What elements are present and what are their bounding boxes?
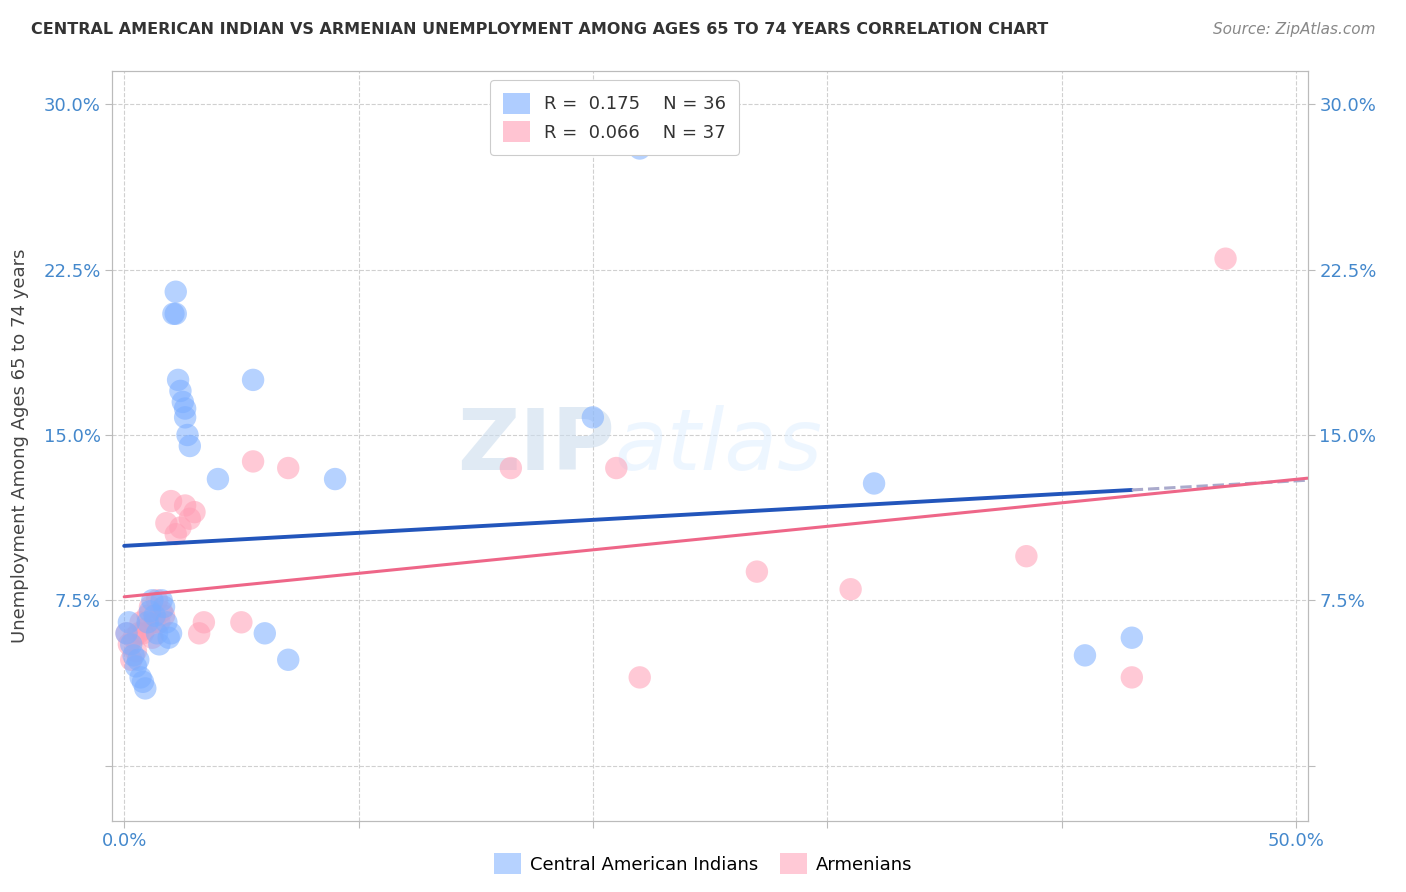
Point: [148, 615, 170, 630]
Point: [146, 626, 169, 640]
Point: [863, 476, 886, 491]
Legend: Central American Indians, Armenians: Central American Indians, Armenians: [486, 846, 920, 881]
Point: [628, 141, 651, 155]
Point: [115, 626, 138, 640]
Point: [157, 631, 180, 645]
Legend: R =  0.175    N = 36, R =  0.066    N = 37: R = 0.175 N = 36, R = 0.066 N = 37: [491, 80, 738, 154]
Point: [1015, 549, 1038, 564]
Point: [127, 653, 149, 667]
Point: [153, 599, 176, 614]
Point: [165, 285, 187, 299]
Point: [120, 653, 142, 667]
Point: [605, 461, 627, 475]
Point: [174, 499, 197, 513]
Point: [1074, 648, 1097, 663]
Point: [125, 644, 148, 658]
Point: [242, 454, 264, 468]
Point: [162, 307, 184, 321]
Point: [499, 461, 522, 475]
Point: [122, 648, 145, 663]
Point: [174, 410, 197, 425]
Point: [122, 631, 145, 645]
Y-axis label: Unemployment Among Ages 65 to 74 years: Unemployment Among Ages 65 to 74 years: [11, 249, 30, 643]
Point: [160, 494, 183, 508]
Point: [129, 615, 152, 630]
Point: [231, 615, 253, 630]
Point: [125, 659, 148, 673]
Point: [172, 395, 194, 409]
Point: [193, 615, 215, 630]
Point: [134, 681, 156, 696]
Point: [150, 593, 173, 607]
Point: [118, 637, 141, 651]
Text: CENTRAL AMERICAN INDIAN VS ARMENIAN UNEMPLOYMENT AMONG AGES 65 TO 74 YEARS CORRE: CENTRAL AMERICAN INDIAN VS ARMENIAN UNEM…: [31, 22, 1049, 37]
Text: Source: ZipAtlas.com: Source: ZipAtlas.com: [1212, 22, 1375, 37]
Point: [139, 604, 162, 618]
Point: [134, 622, 156, 636]
Point: [141, 631, 163, 645]
Point: [148, 637, 170, 651]
Point: [1121, 670, 1143, 684]
Point: [183, 505, 205, 519]
Point: [169, 520, 191, 534]
Point: [127, 626, 149, 640]
Point: [176, 428, 198, 442]
Point: [129, 670, 152, 684]
Point: [1215, 252, 1237, 266]
Point: [115, 626, 138, 640]
Point: [188, 626, 211, 640]
Point: [745, 565, 768, 579]
Point: [165, 307, 187, 321]
Point: [155, 516, 177, 530]
Point: [141, 593, 163, 607]
Point: [174, 401, 197, 416]
Point: [136, 615, 159, 630]
Point: [323, 472, 346, 486]
Point: [143, 608, 166, 623]
Point: [277, 461, 299, 475]
Text: atlas: atlas: [614, 404, 823, 488]
Point: [169, 384, 191, 398]
Point: [120, 637, 142, 651]
Point: [839, 582, 862, 597]
Point: [136, 608, 159, 623]
Point: [155, 615, 177, 630]
Point: [207, 472, 229, 486]
Point: [242, 373, 264, 387]
Point: [118, 615, 141, 630]
Point: [167, 373, 190, 387]
Point: [143, 615, 166, 630]
Point: [132, 626, 155, 640]
Point: [150, 604, 173, 618]
Text: ZIP: ZIP: [457, 404, 614, 488]
Point: [139, 599, 162, 614]
Point: [179, 439, 201, 453]
Point: [153, 608, 176, 623]
Point: [179, 512, 201, 526]
Point: [160, 626, 183, 640]
Point: [132, 674, 155, 689]
Point: [1121, 631, 1143, 645]
Point: [582, 410, 605, 425]
Point: [146, 593, 169, 607]
Point: [628, 670, 651, 684]
Point: [165, 527, 187, 541]
Point: [277, 653, 299, 667]
Point: [253, 626, 276, 640]
